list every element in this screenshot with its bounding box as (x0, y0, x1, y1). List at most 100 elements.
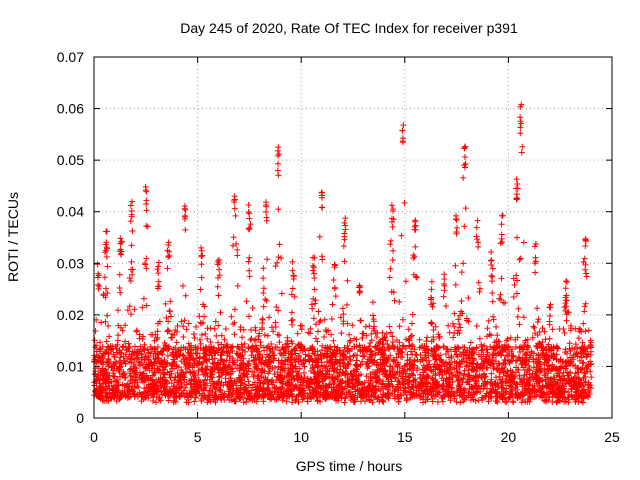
data-point (211, 325, 218, 332)
data-point (181, 317, 188, 324)
data-point (349, 391, 356, 398)
data-point (187, 380, 194, 387)
data-point (326, 368, 333, 375)
data-point (425, 380, 432, 387)
data-point (407, 348, 414, 355)
data-point (133, 327, 140, 334)
data-point (212, 399, 219, 406)
data-point (522, 350, 529, 357)
data-point (96, 339, 103, 346)
data-point (552, 366, 559, 373)
y-tick-label: 0.02 (57, 307, 84, 323)
data-point (395, 361, 402, 368)
data-point (275, 393, 282, 400)
data-point (266, 366, 273, 373)
data-point (379, 398, 386, 405)
data-point (358, 317, 365, 324)
data-point (532, 376, 539, 383)
data-point (291, 356, 298, 363)
data-point (230, 359, 237, 366)
data-point (217, 352, 224, 359)
data-point (476, 288, 483, 295)
data-point (396, 369, 403, 376)
data-point (259, 366, 266, 373)
data-point (204, 335, 211, 342)
data-point (314, 379, 321, 386)
data-point (372, 352, 379, 359)
scatter-points (91, 101, 595, 406)
data-point (410, 378, 417, 385)
data-point (236, 394, 243, 401)
data-point (182, 292, 189, 299)
data-point (319, 370, 326, 377)
data-point (143, 188, 150, 195)
data-point (104, 290, 111, 297)
data-point (518, 149, 525, 156)
data-point (277, 366, 284, 373)
data-point (233, 350, 240, 357)
data-point (533, 343, 540, 350)
data-point (389, 333, 396, 340)
data-point (512, 344, 519, 351)
data-point (288, 309, 295, 316)
data-point (548, 347, 555, 354)
data-point (167, 374, 174, 381)
data-point (269, 381, 276, 388)
data-point (221, 336, 228, 343)
data-point (547, 304, 554, 311)
data-point (228, 313, 235, 320)
data-point (423, 334, 430, 341)
data-point (583, 353, 590, 360)
data-point (191, 388, 198, 395)
data-point (453, 388, 460, 395)
data-point (217, 387, 224, 394)
data-point (529, 370, 536, 377)
data-point (239, 334, 246, 341)
data-point (490, 313, 497, 320)
data-point (398, 232, 405, 239)
data-point (376, 347, 383, 354)
data-point (498, 221, 505, 228)
data-point (289, 267, 296, 274)
data-point (546, 318, 553, 325)
data-point (92, 370, 99, 377)
data-point (102, 294, 109, 301)
data-point (517, 124, 524, 131)
data-point (210, 380, 217, 387)
data-point (246, 313, 253, 320)
data-point (471, 390, 478, 397)
data-point (247, 221, 254, 228)
data-point (430, 363, 437, 370)
data-point (458, 269, 465, 276)
data-point (95, 281, 102, 288)
data-point (478, 382, 485, 389)
data-point (534, 318, 541, 325)
data-point (229, 343, 236, 350)
data-point (204, 325, 211, 332)
data-point (385, 346, 392, 353)
data-point (419, 375, 426, 382)
data-point (221, 364, 228, 371)
data-point (581, 386, 588, 393)
data-point (242, 385, 249, 392)
data-point (318, 359, 325, 366)
data-point (183, 326, 190, 333)
data-point (161, 377, 168, 384)
data-point (175, 347, 182, 354)
data-point (348, 377, 355, 384)
data-point (567, 347, 574, 354)
data-point (397, 385, 404, 392)
data-point (401, 199, 408, 206)
data-point (389, 257, 396, 264)
data-point (537, 361, 544, 368)
data-point (488, 272, 495, 279)
data-point (103, 253, 110, 260)
data-point (193, 355, 200, 362)
data-point (140, 370, 147, 377)
data-point (425, 347, 432, 354)
data-point (341, 233, 348, 240)
data-point (116, 349, 123, 356)
data-point (333, 358, 340, 365)
data-point (128, 242, 135, 249)
data-point (284, 358, 291, 365)
